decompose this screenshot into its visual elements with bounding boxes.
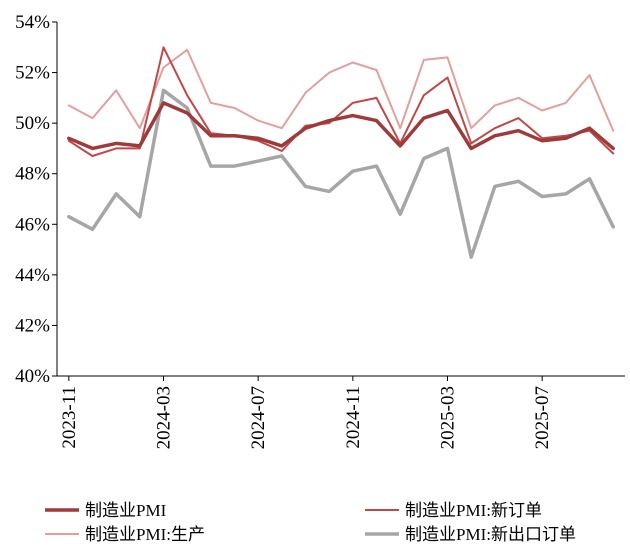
series-line-0 (67, 101, 615, 151)
legend-label: 制造业PMI:生产 (85, 525, 205, 544)
series-line-3 (67, 88, 615, 259)
y-tick-label: 52% (15, 63, 50, 84)
y-tick-label: 54% (15, 12, 50, 33)
legend-item: 制造业PMI:生产 (45, 525, 205, 544)
series-line-1 (67, 46, 615, 157)
x-tick-label: 2024-03 (154, 386, 175, 449)
y-tick-label: 48% (15, 164, 50, 185)
x-tick-label: 2023-11 (59, 386, 80, 449)
y-tick-label: 42% (15, 315, 50, 336)
legend-label: 制造业PMI:新出口订单 (405, 525, 576, 544)
y-tick-label: 46% (15, 214, 50, 235)
legend-label: 制造业PMI:新订单 (405, 501, 542, 520)
y-tick-label: 44% (15, 265, 50, 286)
y-axis: 40% 42% 44% 46% 48% 50% 52% 54% (15, 12, 58, 387)
x-tick-label: 2025-07 (532, 386, 553, 449)
y-tick-label: 50% (15, 113, 50, 134)
series-line-2 (67, 48, 615, 132)
x-tick-label: 2025-03 (438, 386, 459, 449)
x-tick-label: 2024-11 (343, 386, 364, 449)
legend-item: 制造业PMI:新订单 (365, 501, 542, 520)
x-tick-label: 2024-07 (248, 386, 269, 449)
legend-item: 制造业PMI (45, 501, 167, 520)
x-axis: 2023-11 2024-03 2024-07 2024-11 2025-03 2025-… (57, 375, 625, 449)
series-lines (67, 46, 615, 259)
y-tick-label: 40% (15, 366, 50, 387)
legend-item: 制造业PMI:新出口订单 (365, 525, 576, 544)
legend-label: 制造业PMI (85, 501, 167, 520)
